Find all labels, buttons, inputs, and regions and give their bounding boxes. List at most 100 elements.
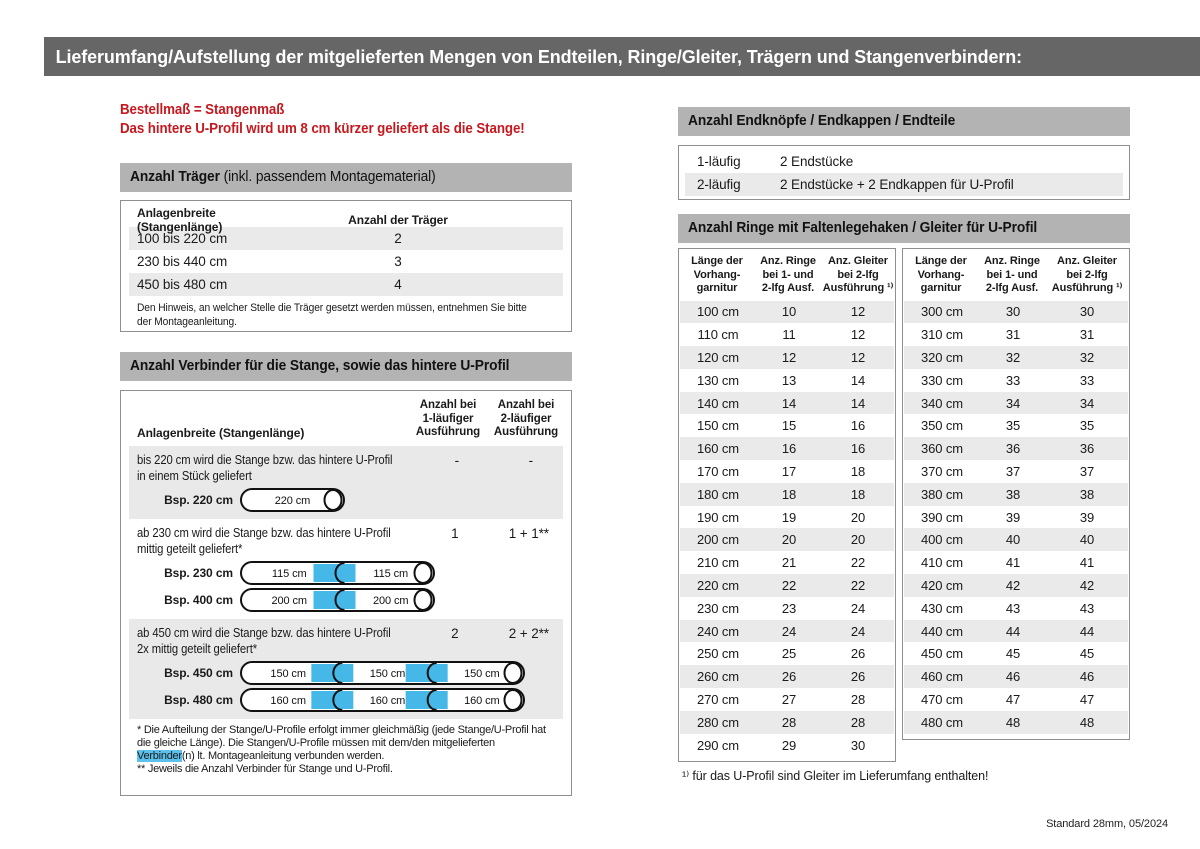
ring-count: 45 — [1005, 646, 1021, 662]
gleiter-count: 12 — [850, 349, 866, 365]
ring-table-row: 360 cm 36 36 — [904, 437, 1128, 461]
section-header-traeger: Anzahl Träger (inkl. passendem Montagema… — [120, 163, 572, 192]
ring-table-left-headers: Länge der Vorhang- garnitur Anz. Ringe b… — [679, 249, 895, 301]
ring-length: 370 cm — [920, 463, 964, 479]
ring-length: 430 cm — [920, 600, 964, 616]
rod-example-label: Bsp. 220 cm — [164, 492, 233, 507]
ring-table-row: 480 cm 48 48 — [904, 710, 1128, 734]
gleiter-count: 33 — [1079, 372, 1095, 388]
ring-count: 27 — [781, 691, 797, 707]
gleiter-count: 14 — [850, 372, 866, 388]
connector-blue — [313, 563, 356, 582]
ring-count: 29 — [781, 737, 797, 753]
ring-col1-header: Länge der Vorhang- garnitur — [915, 255, 967, 294]
gleiter-count: 35 — [1079, 418, 1095, 434]
traeger-count: 4 — [394, 277, 402, 292]
verbinder-column-headers: Anlagenbreite (Stangenlänge) Anzahl bei … — [121, 391, 571, 446]
ring-table-row: 470 cm 47 47 — [904, 688, 1128, 711]
traeger-count: 3 — [394, 254, 402, 269]
ring-table-row: 440 cm 44 44 — [904, 619, 1128, 643]
traeger-row: 100 bis 220 cm 2 — [129, 227, 563, 250]
ring-length: 360 cm — [920, 441, 964, 457]
ring-count: 12 — [781, 349, 797, 365]
svg-text:150 cm: 150 cm — [464, 668, 499, 680]
ring-count: 48 — [1005, 714, 1021, 730]
ring-table-row: 240 cm 24 24 — [680, 619, 894, 643]
gleiter-count: 37 — [1079, 463, 1095, 479]
ring-length: 460 cm — [920, 669, 964, 685]
ring-length: 260 cm — [696, 669, 740, 685]
ring-length: 230 cm — [696, 600, 740, 616]
page-title: Lieferumfang/Aufstellung der mitgeliefer… — [55, 46, 1023, 67]
gleiter-count: 36 — [1079, 441, 1095, 457]
traeger-range: 230 bis 440 cm — [137, 254, 228, 269]
rod-example-label: Bsp. 450 cm — [164, 665, 233, 680]
endteile-type: 2-läufig — [697, 177, 741, 192]
rod-diagram: 220 cm — [240, 487, 345, 512]
gleiter-count: 42 — [1079, 577, 1095, 593]
ring-count: 30 — [1005, 304, 1021, 320]
gleiter-count: 12 — [850, 327, 866, 343]
gleiter-count: 30 — [1079, 304, 1095, 320]
ring-rows-right: 300 cm 30 30 310 cm 31 31 320 cm 32 32 330 cm 33 33… — [903, 300, 1129, 734]
footnote-star: * Die Aufteilung der Stange/U-Profile er… — [137, 723, 546, 762]
verbinder-block-head: ab 230 cm wird die Stange bzw. das hinte… — [129, 525, 563, 558]
ring-count: 32 — [1005, 349, 1021, 365]
ring-table-row: 430 cm 43 43 — [904, 597, 1128, 620]
svg-text:150 cm: 150 cm — [370, 668, 405, 680]
gleiter-count: 31 — [1079, 327, 1095, 343]
page-title-bar: Lieferumfang/Aufstellung der mitgeliefer… — [44, 37, 1200, 76]
ring-length: 330 cm — [920, 372, 964, 388]
verbinder-block-text-inner: ab 450 cm wird die Stange bzw. das hinte… — [137, 625, 391, 657]
verbinder-block-text-inner: ab 230 cm wird die Stange bzw. das hinte… — [137, 525, 391, 557]
ring-table-row: 290 cm 29 30 — [680, 734, 894, 757]
rod-diagram: 160 cm 160 cm 160 cm — [240, 687, 525, 712]
verbinder-table: Anlagenbreite (Stangenlänge) Anzahl bei … — [120, 390, 572, 796]
traeger-count: 2 — [394, 231, 402, 246]
ring-table-row: 170 cm 17 18 — [680, 460, 894, 483]
ring-count: 18 — [781, 486, 797, 502]
rod-diagram: 200 cm 200 cm — [240, 587, 435, 612]
ring-table-row: 260 cm 26 26 — [680, 665, 894, 689]
gleiter-count: 22 — [850, 577, 866, 593]
ring-table-row: 120 cm 12 12 — [680, 346, 894, 369]
traeger-range: 450 bis 480 cm — [137, 277, 228, 292]
rod-svg-wrap: 160 cm 160 cm 160 cm — [240, 687, 525, 712]
ring-length: 200 cm — [696, 532, 740, 548]
ring-count: 26 — [781, 669, 797, 685]
footnote-doublestar: ** Jeweils die Anzahl Verbinder für Stan… — [137, 763, 393, 776]
ring-length: 280 cm — [696, 714, 740, 730]
highlight-verbinder: Verbinder — [137, 749, 182, 762]
svg-text:115 cm: 115 cm — [272, 568, 307, 580]
gleiter-count: 30 — [850, 737, 866, 753]
rod-svg-wrap: 150 cm 150 cm 150 cm — [240, 660, 525, 685]
ring-table-row: 390 cm 39 39 — [904, 506, 1128, 529]
notice-line-1: Bestellmaß = Stangenmaß — [120, 102, 285, 118]
endteile-row: 1-läufig 2 Endstücke — [685, 150, 1123, 173]
ring-count: 17 — [781, 463, 797, 479]
traeger-rows: 100 bis 220 cm 2 230 bis 440 cm 3 450 bis 48… — [121, 227, 571, 296]
ring-length: 440 cm — [920, 623, 964, 639]
ring-table-row: 220 cm 22 22 — [680, 574, 894, 597]
ring-table-row: 100 cm 10 12 — [680, 300, 894, 324]
traeger-col1-header: Anlagenbreite (Stangenlänge) — [137, 206, 223, 234]
ring-table-row: 200 cm 20 20 — [680, 528, 894, 552]
verbinder-header: Anzahl Verbinder für die Stange, sowie d… — [130, 358, 510, 374]
rod-svg-wrap: 200 cm 200 cm — [240, 587, 435, 612]
verbinder-footnotes: * Die Aufteilung der Stange/U-Profile er… — [129, 724, 563, 777]
gleiter-count: 41 — [1079, 555, 1095, 571]
ring-length: 400 cm — [920, 532, 964, 548]
svg-text:160 cm: 160 cm — [370, 695, 405, 707]
ring-length: 250 cm — [696, 646, 740, 662]
ringe-header: Anzahl Ringe mit Faltenlegehaken / Gleit… — [688, 220, 1038, 236]
gleiter-count: 24 — [850, 623, 866, 639]
document-version: Standard 28mm, 05/2024 — [1046, 818, 1168, 830]
ring-col3-header: Anz. Gleiter bei 2-lfg Ausführung ¹⁾ — [1051, 255, 1123, 294]
ring-count: 34 — [1005, 395, 1021, 411]
ring-length: 420 cm — [920, 577, 964, 593]
ring-count: 19 — [781, 509, 797, 525]
section-header-verbinder: Anzahl Verbinder für die Stange, sowie d… — [120, 352, 572, 381]
count-1laeufig: 2 — [451, 625, 459, 641]
ring-count: 14 — [781, 395, 797, 411]
endteile-parts: 2 Endstücke — [780, 154, 854, 169]
